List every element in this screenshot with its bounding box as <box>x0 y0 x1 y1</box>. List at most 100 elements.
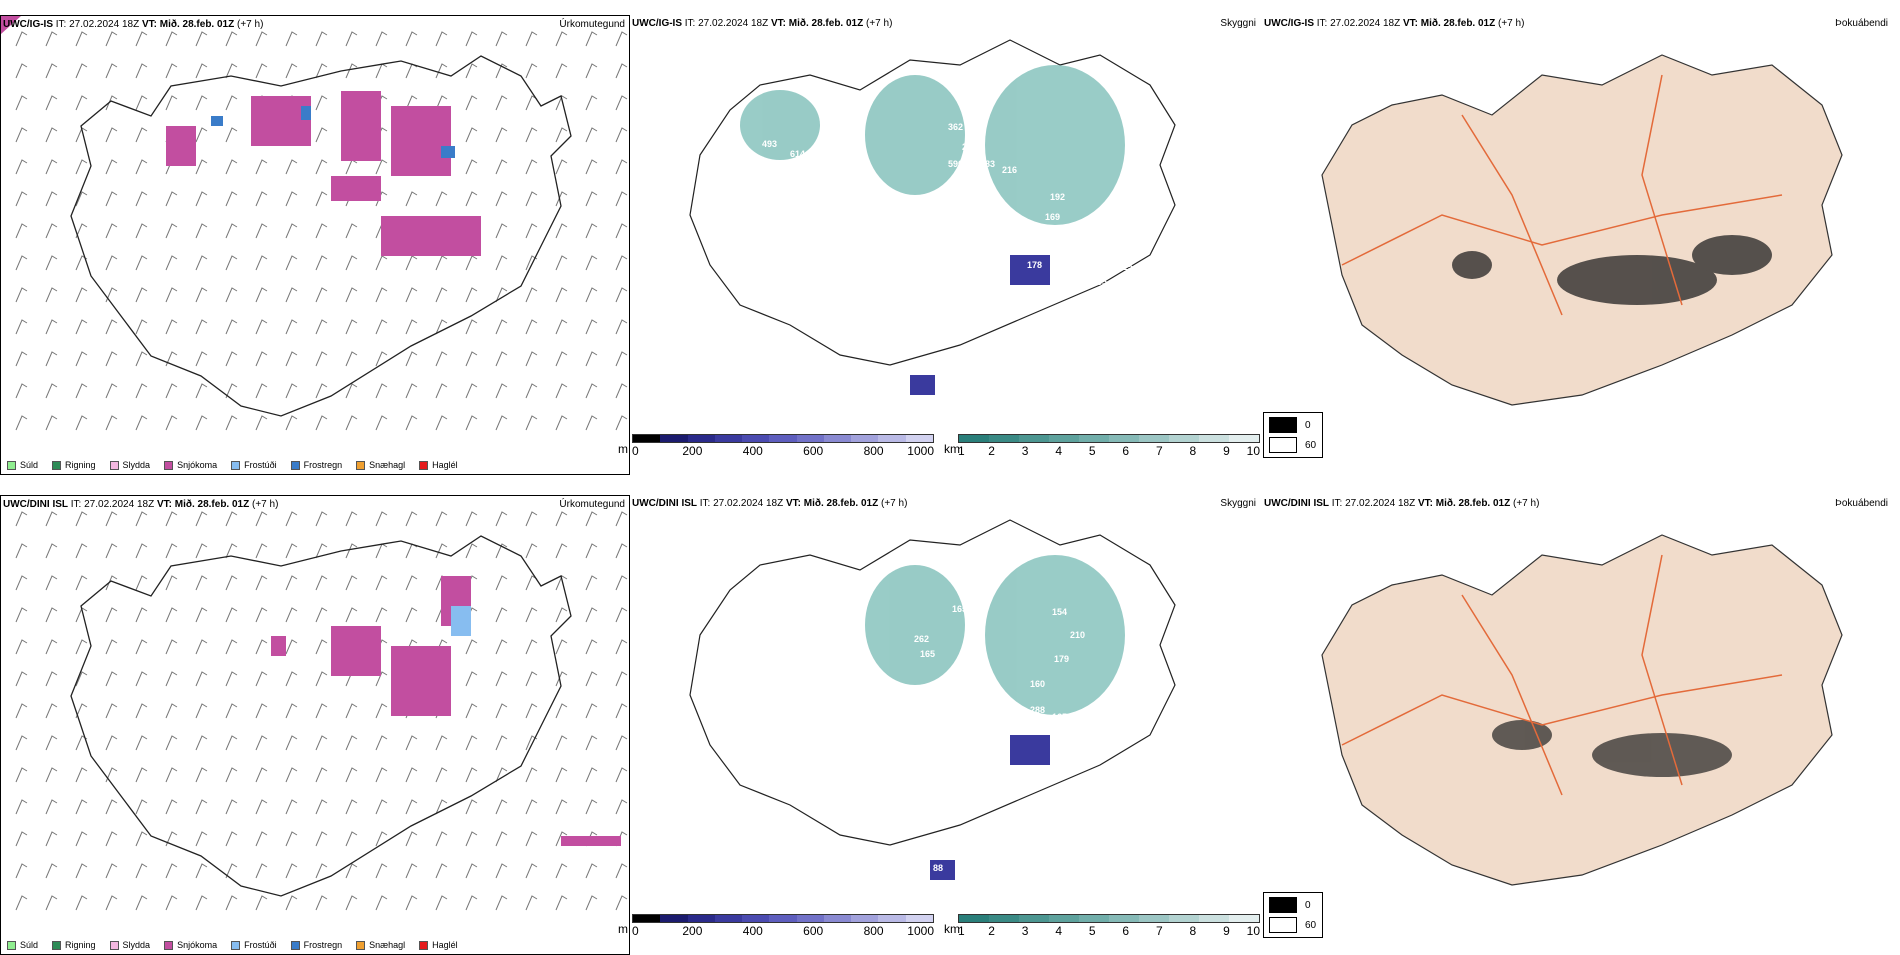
wind-barb <box>45 575 58 591</box>
colorbar-tick: 0 <box>632 444 639 458</box>
wind-barb <box>165 671 178 687</box>
wind-barb <box>615 543 628 559</box>
wind-barb <box>495 351 508 367</box>
visibility-value-label: 192 <box>1050 192 1065 202</box>
wind-barb <box>375 383 388 399</box>
wind-barb <box>375 607 388 623</box>
height-colorbar-bottom: 0 200 400 600 800 1000 m <box>618 914 934 938</box>
wind-barb <box>435 799 448 815</box>
wind-barb <box>315 671 328 687</box>
visibility-value-label: 88 <box>933 863 943 873</box>
wind-barb <box>555 255 568 271</box>
colorbar-tick: 400 <box>742 444 763 458</box>
wind-barb <box>555 799 568 815</box>
wind-barb <box>75 159 88 175</box>
wind-barb <box>135 255 148 271</box>
colorbar-tick: 4 <box>1055 444 1062 458</box>
wind-barb <box>555 383 568 399</box>
wind-barb <box>615 383 628 399</box>
wind-barb <box>255 63 268 79</box>
wind-barb <box>525 63 538 79</box>
panel-name: Skyggni <box>1220 498 1256 509</box>
colorbar-strip <box>958 434 1260 443</box>
wind-barb <box>525 415 538 431</box>
wind-barb <box>465 543 478 559</box>
wind-barb <box>375 191 388 207</box>
visibility-value-label: 262 <box>914 634 929 644</box>
legend-label: Frostregn <box>303 460 343 470</box>
wind-barb <box>315 863 328 879</box>
wind-barb <box>135 639 148 655</box>
wind-barb <box>375 351 388 367</box>
colorbar-tick: 2 <box>988 924 995 938</box>
wind-barb <box>585 703 598 719</box>
wind-barb <box>195 607 208 623</box>
legend-item: Frostúði <box>231 460 287 470</box>
wind-barb <box>495 511 508 527</box>
wind-barb <box>15 31 28 47</box>
wind-barb <box>495 543 508 559</box>
wind-barb <box>195 863 208 879</box>
wind-barb <box>165 863 178 879</box>
wind-barb <box>615 607 628 623</box>
wind-barb <box>165 543 178 559</box>
wind-barb <box>525 159 538 175</box>
wind-barb <box>495 831 508 847</box>
wind-barb <box>405 607 418 623</box>
wind-barb <box>195 287 208 303</box>
wind-barb <box>405 831 418 847</box>
wind-barb <box>525 127 538 143</box>
wind-barb <box>375 415 388 431</box>
wind-barb <box>315 415 328 431</box>
wind-barb <box>225 63 238 79</box>
wind-barb <box>285 671 298 687</box>
wind-barb <box>45 895 58 911</box>
wind-barb <box>135 543 148 559</box>
wind-barb <box>285 31 298 47</box>
legend-label: Rigning <box>65 460 96 470</box>
wind-barb <box>345 255 358 271</box>
fog-key-top: 0 60 <box>1263 412 1323 458</box>
colorbar-tick: 1 <box>958 924 965 938</box>
panel-name: Skyggni <box>1220 18 1256 29</box>
wind-barb <box>375 703 388 719</box>
wind-barb <box>585 31 598 47</box>
legend-item: Súld <box>7 940 48 950</box>
visibility-value-label: 154 <box>1052 607 1067 617</box>
wind-barb <box>225 255 238 271</box>
wind-barb <box>405 383 418 399</box>
wind-barb <box>315 703 328 719</box>
legend-item: Frostúði <box>231 940 287 950</box>
wind-barb <box>405 511 418 527</box>
wind-barb <box>345 351 358 367</box>
legend-item: Frostregn <box>290 940 353 950</box>
wind-barb <box>45 127 58 143</box>
wind-barb <box>45 703 58 719</box>
wind-barb <box>225 319 238 335</box>
wind-barb <box>105 639 118 655</box>
wind-barb <box>75 383 88 399</box>
wind-barb <box>555 575 568 591</box>
panel-title: UWC/IG-IS IT: 27.02.2024 18Z VT: Mið. 28… <box>632 18 893 29</box>
precip-map-bottom <box>15 511 628 911</box>
wind-barb <box>105 735 118 751</box>
wind-barb <box>135 511 148 527</box>
wind-barb <box>195 127 208 143</box>
panel-name: Úrkomutegund <box>559 19 625 30</box>
visibility-value-label: 493 <box>762 139 777 149</box>
wind-barb <box>45 95 58 111</box>
colorbar-tick: 10 <box>1246 924 1260 938</box>
wind-barb <box>435 415 448 431</box>
wind-barb <box>165 831 178 847</box>
wind-barb <box>135 319 148 335</box>
wind-barb <box>495 63 508 79</box>
fog-panel-bottom: UWC/DINI ISL IT: 27.02.2024 18Z VT: Mið.… <box>1262 495 1892 955</box>
legend-item: Snæhagl <box>356 940 415 950</box>
wind-barb <box>405 799 418 815</box>
wind-barb <box>345 863 358 879</box>
panel-name: Þokuábendi <box>1835 498 1888 509</box>
fog-panel-top: UWC/IG-IS IT: 27.02.2024 18Z VT: Mið. 28… <box>1262 15 1892 475</box>
wind-barb <box>105 255 118 271</box>
wind-barb <box>555 895 568 911</box>
legend-label: Snjókoma <box>177 460 218 470</box>
